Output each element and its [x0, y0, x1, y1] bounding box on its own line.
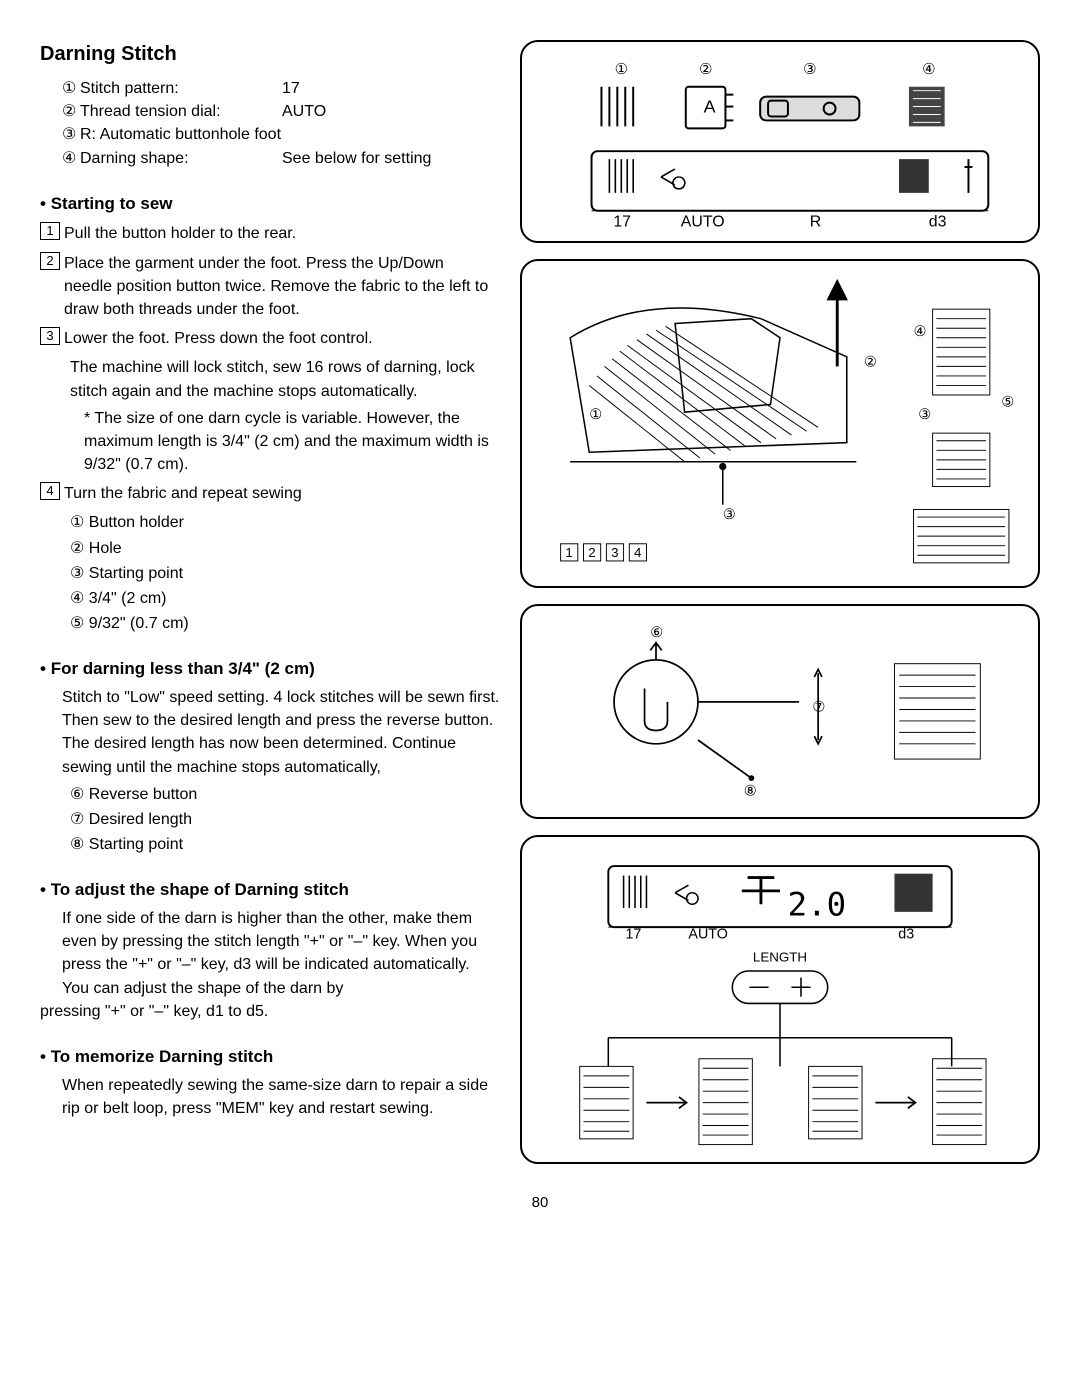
step-1: 1Pull the button holder to the rear.: [40, 222, 500, 245]
step-3-note: * The size of one darn cycle is variable…: [84, 407, 500, 477]
svg-text:④: ④: [914, 323, 927, 339]
svg-text:R: R: [810, 214, 821, 231]
svg-text:d3: d3: [898, 926, 914, 942]
mem-para: When repeatedly sewing the same-size dar…: [62, 1074, 500, 1120]
panel-length-adjust: 17 AUTO 2.0 d3 LENGTH: [520, 835, 1040, 1164]
svg-text:AUTO: AUTO: [681, 214, 725, 231]
label-4: ④: [922, 62, 935, 78]
svg-text:③: ③: [918, 406, 931, 422]
section-starting: Starting to sew: [40, 192, 500, 217]
svg-text:17: 17: [625, 926, 641, 942]
step-3-sub: The machine will lock stitch, sew 16 row…: [70, 356, 500, 402]
svg-text:⑦: ⑦: [812, 699, 825, 715]
spec-row: ④Darning shape: See below for setting: [62, 147, 500, 170]
panel-settings-icons: ① ② ③ ④ A: [520, 40, 1040, 243]
spec-row: ①Stitch pattern: 17: [62, 77, 500, 100]
svg-text:2.0: 2.0: [788, 885, 847, 923]
svg-text:③: ③: [723, 507, 736, 523]
svg-text:17: 17: [613, 214, 631, 231]
svg-text:1: 1: [565, 545, 572, 560]
swatch-group: [914, 309, 1009, 563]
less-legend: ⑥ Reverse button ⑦ Desired length ⑧ Star…: [70, 783, 500, 857]
page-title: Darning Stitch: [40, 40, 500, 69]
spec-row: ②Thread tension dial: AUTO: [62, 100, 500, 123]
svg-text:①: ①: [589, 406, 602, 422]
section-less: For darning less than 3/4" (2 cm): [40, 657, 500, 682]
label-1: ①: [615, 62, 628, 78]
svg-text:AUTO: AUTO: [688, 926, 727, 942]
svg-text:⑥: ⑥: [650, 625, 663, 641]
svg-text:d3: d3: [929, 214, 947, 231]
svg-text:⑧: ⑧: [744, 783, 757, 799]
label-3: ③: [803, 62, 816, 78]
svg-text:A: A: [704, 97, 716, 117]
step-4-legend: ① Button holder ② Hole ③ Starting point …: [70, 511, 500, 635]
step-3: 3Lower the foot. Press down the foot con…: [40, 327, 500, 350]
panel-foot-diagram: ① ② ③ ③ ④ ⑤ 1 2 3 4: [520, 259, 1040, 588]
step-2: 2Place the garment under the foot. Press…: [40, 252, 500, 322]
step-4: 4Turn the fabric and repeat sewing: [40, 482, 500, 505]
adjust-tail: pressing "+" or "–" key, d1 to d5.: [40, 1000, 500, 1023]
section-memorize: To memorize Darning stitch: [40, 1045, 500, 1070]
svg-text:⑤: ⑤: [1001, 394, 1014, 410]
adjust-para: If one side of the darn is higher than t…: [62, 907, 500, 1000]
svg-text:②: ②: [864, 354, 877, 370]
section-adjust: To adjust the shape of Darning stitch: [40, 878, 500, 903]
label-2: ②: [699, 62, 712, 78]
svg-text:4: 4: [634, 545, 642, 560]
svg-text:2: 2: [588, 545, 595, 560]
svg-text:3: 3: [611, 545, 618, 560]
svg-text:LENGTH: LENGTH: [753, 949, 807, 964]
page-number: 80: [40, 1192, 1040, 1214]
less-para: Stitch to "Low" speed setting. 4 lock st…: [62, 686, 500, 779]
spec-row: ③R: Automatic buttonhole foot: [62, 123, 500, 146]
panel-reverse-diagram: ⑥ ⑦ ⑧: [520, 604, 1040, 819]
